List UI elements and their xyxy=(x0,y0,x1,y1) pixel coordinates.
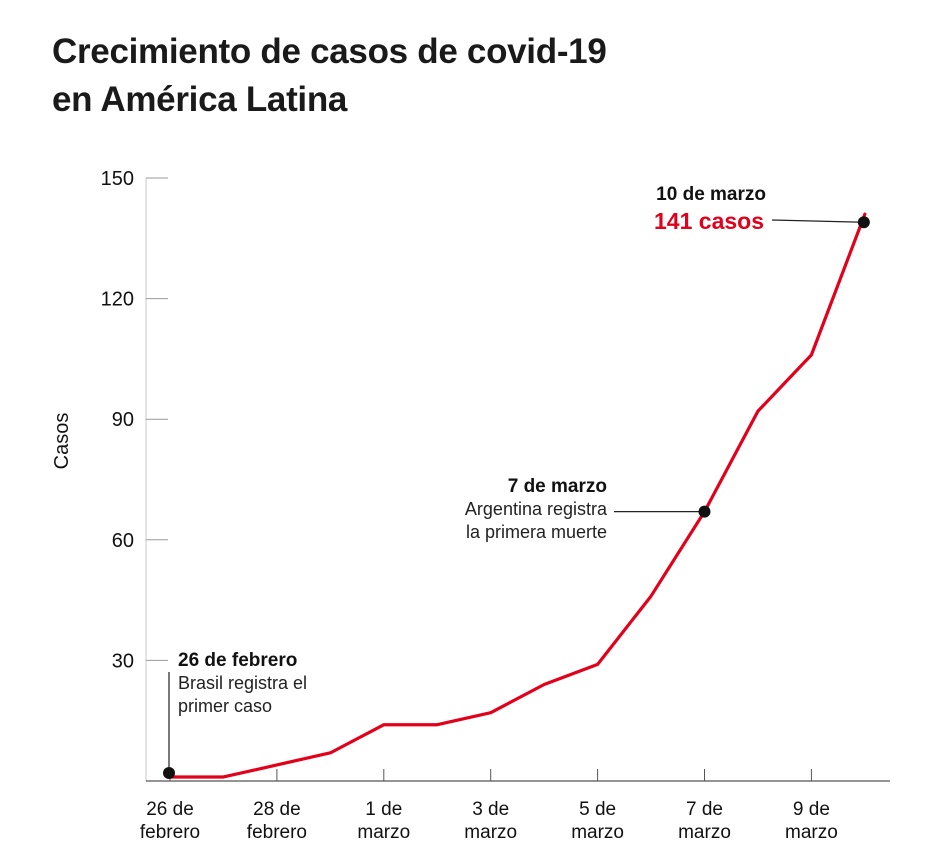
series-line xyxy=(168,212,867,779)
annotation-marker xyxy=(857,216,870,229)
y-axis-label: Casos xyxy=(51,413,73,470)
y-tick-label: 60 xyxy=(112,530,134,552)
annotation-line: la primera muerte xyxy=(466,522,607,542)
x-tick-label-line: 3 de xyxy=(472,799,509,820)
x-tick-label-line: 9 de xyxy=(793,799,830,820)
x-tick-label: 3 de marzo xyxy=(464,799,517,843)
y-tick-label: 30 xyxy=(112,650,134,672)
annotations-layer: 26 de febrero Brasil registra el primer ca… xyxy=(163,184,870,779)
annotation-line: primer caso xyxy=(178,696,272,716)
x-tick-label-line: 7 de xyxy=(686,799,723,820)
x-tick-label-line: febrero xyxy=(140,822,200,843)
annotation-line: 26 de febrero xyxy=(178,650,297,671)
annotation-leader-line xyxy=(771,219,864,223)
x-tick-label: 28 de febrero xyxy=(247,799,307,843)
x-tick-label-line: 5 de xyxy=(579,799,616,820)
x-tick-label: 7 de marzo xyxy=(678,799,731,843)
annotation-line: Brasil registra el xyxy=(178,673,307,693)
x-tick-label-line: marzo xyxy=(678,822,731,843)
annotation-marker xyxy=(698,505,711,518)
x-tick-label-line: marzo xyxy=(571,822,624,843)
annotation-line: 7 de marzo xyxy=(508,476,607,497)
annotation-line: 10 de marzo xyxy=(656,184,766,205)
x-tick-label-line: marzo xyxy=(464,822,517,843)
y-axis-ticks: 30 60 90 120 150 xyxy=(101,168,168,672)
x-tick-label: 1 de marzo xyxy=(357,799,410,843)
x-tick-label: 9 de marzo xyxy=(785,799,838,843)
annotation-text-first-case: 26 de febrero Brasil registra el primer ca… xyxy=(178,650,307,716)
x-tick-label-line: 1 de xyxy=(365,799,402,820)
y-tick-label: 150 xyxy=(101,168,134,190)
annotation-text-latest: 10 de marzo 141 casos xyxy=(654,184,766,234)
chart-title-line-2: en América Latina xyxy=(52,80,348,119)
annotation-line: Argentina registra xyxy=(465,499,608,519)
annotation-line-highlight: 141 casos xyxy=(654,208,764,234)
x-tick-label: 26 de febrero xyxy=(140,799,200,843)
y-tick-label: 120 xyxy=(101,289,134,311)
chart-title-line-1: Crecimiento de casos de covid-19 xyxy=(52,32,607,71)
x-tick-label-line: febrero xyxy=(247,822,307,843)
annotation-text-first-death: 7 de marzo Argentina registra la primera m… xyxy=(465,476,608,542)
series-layer xyxy=(168,212,867,779)
x-tick-label: 5 de marzo xyxy=(571,799,624,843)
x-tick-label-line: 26 de xyxy=(146,799,194,820)
x-tick-label-line: 28 de xyxy=(253,799,301,820)
axes xyxy=(145,178,890,782)
x-tick-label-line: marzo xyxy=(357,822,410,843)
y-tick-label: 90 xyxy=(112,409,134,431)
annotation-marker xyxy=(163,766,175,779)
chart-title: Crecimiento de casos de covid-19 en Amér… xyxy=(52,28,607,124)
x-tick-label-line: marzo xyxy=(785,822,838,843)
